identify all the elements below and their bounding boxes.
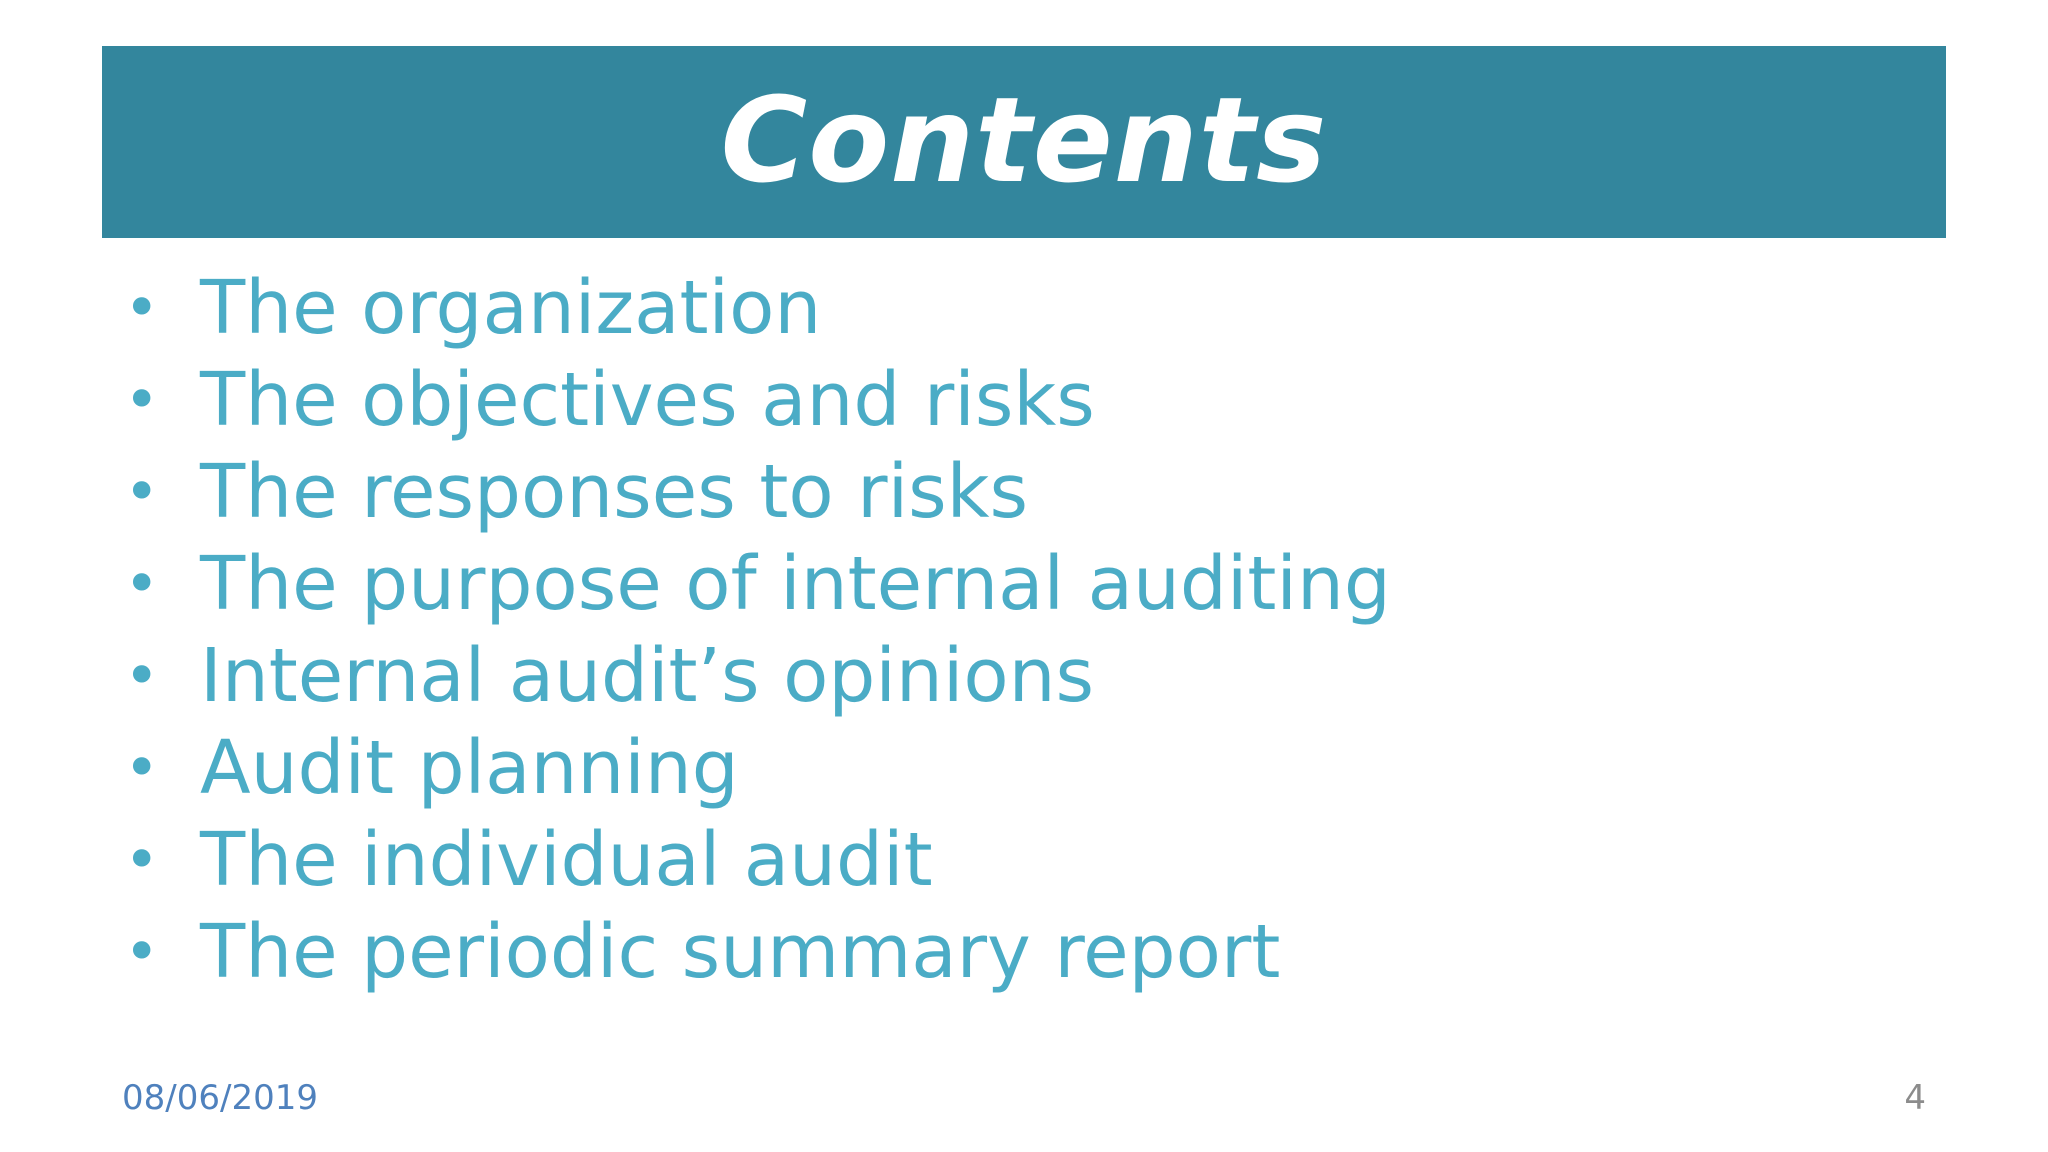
- bullet-icon: •: [124, 641, 160, 711]
- list-item-label: The purpose of internal auditing: [200, 541, 1391, 627]
- bullet-icon: •: [124, 273, 160, 343]
- list-item-label: The periodic summary report: [200, 909, 1281, 995]
- list-item-label: The individual audit: [200, 817, 933, 903]
- list-item-label: Internal audit’s opinions: [200, 633, 1095, 719]
- slide-date: 08/06/2019: [122, 1078, 318, 1118]
- list-item-label: The objectives and risks: [200, 357, 1095, 443]
- bullet-icon: •: [124, 457, 160, 527]
- bullet-icon: •: [124, 549, 160, 619]
- slide-number: 4: [1904, 1078, 1926, 1118]
- list-item-label: The responses to risks: [200, 449, 1029, 535]
- bullet-icon: •: [124, 917, 160, 987]
- bullet-icon: •: [124, 365, 160, 435]
- bullet-icon: •: [124, 825, 160, 895]
- list-item-label: The organization: [200, 265, 822, 351]
- title-banner: Contents: [102, 46, 1946, 238]
- bullet-icon: •: [124, 733, 160, 803]
- slide-title: Contents: [720, 71, 1328, 209]
- list-item-label: Audit planning: [200, 725, 739, 811]
